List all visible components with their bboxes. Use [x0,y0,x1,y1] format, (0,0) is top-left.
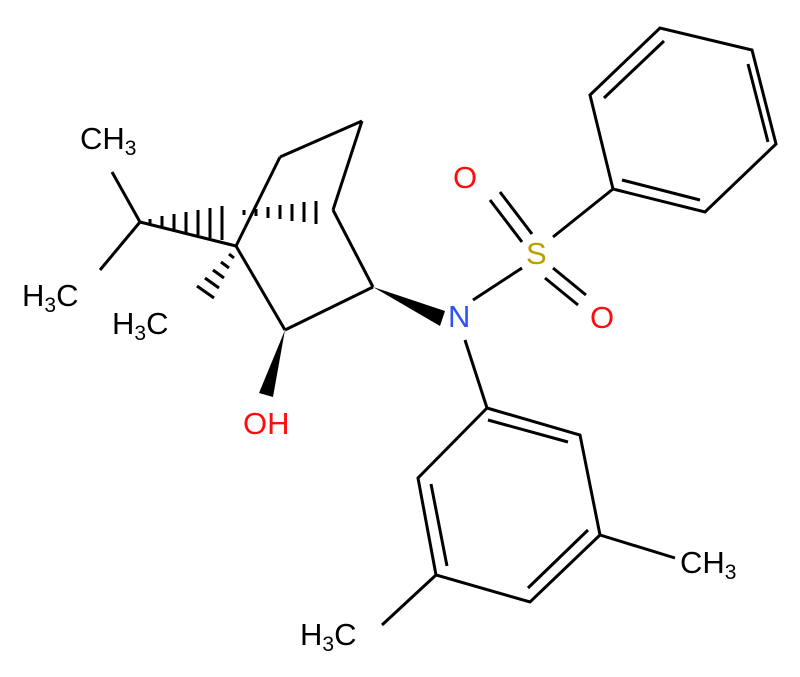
atom-label: CH3 [680,545,736,583]
atom-label: CH3 [80,121,136,159]
atom-label: O [590,300,614,335]
atom-label: H3C [112,306,168,344]
atom-label: OH [243,406,290,441]
bonds [98,26,778,627]
atom-label: H3C [300,617,356,655]
atom-labels: CH3 H3C H3C OH N S O O CH3 H3C [22,121,736,655]
atom-label: O [453,160,477,195]
atom-label: N [448,299,470,334]
atom-label: H3C [22,278,78,316]
atom-label: S [526,236,547,271]
